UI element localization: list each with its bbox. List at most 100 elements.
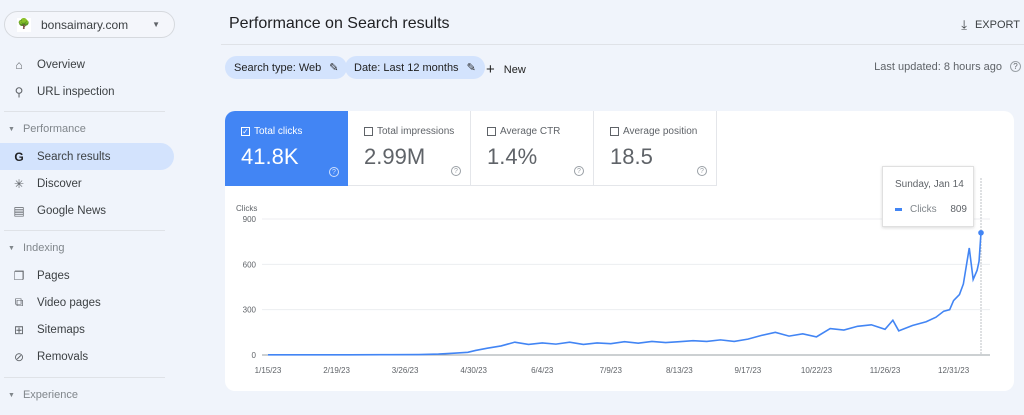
metric-value: 41.8K: [241, 144, 299, 169]
performance-card: ✓ Total clicks 41.8K? Total impressions 2.9…: [225, 111, 1014, 391]
site-logo-icon: 🌳: [17, 17, 31, 32]
checkbox-icon[interactable]: [610, 127, 619, 136]
search-icon: ⚲: [14, 84, 24, 99]
sidebar-item-pages[interactable]: ❐ Pages: [0, 262, 174, 289]
section-label: Experience: [22, 389, 78, 401]
tooltip-date: Sunday, Jan 14: [895, 179, 964, 190]
tooltip-series: Clicks: [910, 204, 937, 215]
export-button[interactable]: ⤓ EXPORT: [961, 17, 1020, 33]
sidebar-item-label: Search results: [37, 150, 111, 163]
metric-average-ctr[interactable]: Average CTR 1.4%?: [471, 111, 594, 186]
section-performance[interactable]: ▼ Performance: [8, 123, 86, 135]
new-label: New: [503, 63, 526, 76]
x-tick-label: 1/15/23: [255, 366, 282, 375]
filter-label: Date: Last 12 months: [354, 61, 459, 74]
metric-label: Average position: [623, 126, 698, 137]
sidebar-item-video-pages[interactable]: ⧉ Video pages: [0, 289, 174, 316]
help-icon[interactable]: ?: [574, 166, 584, 176]
filter-label: Search type: Web: [234, 61, 322, 74]
y-tick-label: 900: [243, 215, 257, 224]
x-tick-label: 6/4/23: [531, 366, 554, 375]
home-icon: ⌂: [15, 57, 23, 72]
x-tick-label: 3/26/23: [392, 366, 419, 375]
x-tick-label: 12/31/23: [938, 366, 970, 375]
x-tick-label: 4/30/23: [460, 366, 487, 375]
y-tick-label: 300: [243, 306, 257, 315]
property-selector[interactable]: 🌳 bonsaimary.com ▼: [4, 11, 175, 38]
sidebar-item-sitemaps[interactable]: ⊞ Sitemaps: [0, 316, 174, 343]
help-icon[interactable]: ?: [329, 167, 339, 177]
divider: [221, 44, 1024, 45]
chevron-down-icon: ▼: [152, 20, 160, 29]
tooltip-value: 809: [950, 204, 967, 215]
checkbox-icon[interactable]: [487, 127, 496, 136]
x-tick-label: 11/26/23: [870, 366, 901, 375]
pencil-icon: ✎: [466, 62, 476, 74]
sidebar-item-removals[interactable]: ⊘ Removals: [0, 343, 174, 370]
sidebar: 🌳 bonsaimary.com ▼ ⌂ Overview ⚲ URL inspec…: [0, 0, 190, 415]
pencil-icon: ✎: [329, 62, 339, 74]
section-indexing[interactable]: ▼ Indexing: [8, 242, 65, 254]
sidebar-item-google-news[interactable]: ▤ Google News: [0, 197, 174, 224]
sidebar-item-label: Sitemaps: [37, 323, 85, 336]
pages-icon: ❐: [13, 268, 25, 283]
sidebar-item-label: Discover: [37, 177, 82, 190]
sitemap-icon: ⊞: [13, 322, 25, 337]
sidebar-item-discover[interactable]: ✳ Discover: [0, 170, 174, 197]
video-pages-icon: ⧉: [14, 295, 24, 309]
sidebar-item-url-inspection[interactable]: ⚲ URL inspection: [0, 78, 174, 105]
metric-average-position[interactable]: Average position 18.5?: [594, 111, 717, 186]
chart-tooltip: Sunday, Jan 14 Clicks 809: [882, 166, 974, 227]
sidebar-item-label: URL inspection: [37, 85, 115, 98]
x-tick-label: 10/22/23: [801, 366, 833, 375]
y-tick-label: 600: [243, 260, 257, 269]
last-updated-text: Last updated: 8 hours ago: [874, 61, 1002, 73]
property-name: bonsaimary.com: [41, 17, 129, 32]
search-type-filter[interactable]: Search type: Web ✎: [225, 56, 348, 79]
hover-point: [978, 229, 984, 236]
help-icon[interactable]: ?: [697, 166, 707, 176]
metric-value: 18.5: [610, 144, 653, 169]
metric-value: 1.4%: [487, 144, 538, 169]
download-icon: ⤓: [961, 17, 967, 32]
new-filter-button[interactable]: + New: [486, 61, 526, 78]
metric-total-impressions[interactable]: Total impressions 2.99M?: [348, 111, 471, 186]
page-title: Performance on Search results: [229, 15, 450, 32]
metric-label: Average CTR: [500, 126, 561, 137]
sidebar-item-overview[interactable]: ⌂ Overview: [0, 51, 174, 78]
section-label: Performance: [22, 123, 86, 135]
metric-label: Total impressions: [377, 126, 455, 137]
news-icon: ▤: [13, 203, 25, 218]
sidebar-item-label: Pages: [37, 269, 70, 282]
section-label: Indexing: [22, 242, 65, 254]
divider: [4, 377, 165, 378]
plus-icon: +: [486, 61, 495, 78]
metric-value: 2.99M: [364, 144, 426, 169]
x-tick-label: 2/19/23: [323, 366, 350, 375]
eye-off-icon: ⊘: [13, 349, 25, 364]
section-experience[interactable]: ▼ Experience: [8, 389, 78, 401]
metric-label: Total clicks: [254, 126, 303, 137]
x-tick-label: 7/9/23: [600, 366, 623, 375]
help-icon[interactable]: ?: [451, 166, 461, 176]
x-tick-label: 9/17/23: [735, 366, 762, 375]
divider: [4, 230, 165, 231]
asterisk-icon: ✳: [13, 176, 25, 191]
metric-total-clicks[interactable]: ✓ Total clicks 41.8K?: [225, 111, 348, 186]
help-icon[interactable]: ?: [1010, 61, 1021, 72]
sidebar-item-search-results[interactable]: G Search results: [0, 143, 174, 170]
sidebar-item-label: Google News: [37, 204, 107, 217]
series-swatch: [895, 208, 902, 211]
x-tick-label: 8/13/23: [666, 366, 693, 375]
divider: [4, 111, 165, 112]
checkbox-checked-icon[interactable]: ✓: [241, 127, 250, 136]
y-axis-label: Clicks: [236, 204, 257, 213]
y-tick-label: 0: [252, 351, 257, 360]
clicks-line: [268, 232, 982, 356]
sidebar-item-label: Removals: [37, 350, 89, 363]
date-filter[interactable]: Date: Last 12 months ✎: [345, 56, 485, 79]
checkbox-icon[interactable]: [364, 127, 373, 136]
last-updated: Last updated: 8 hours ago?: [874, 61, 1021, 73]
sidebar-item-label: Video pages: [37, 296, 101, 309]
